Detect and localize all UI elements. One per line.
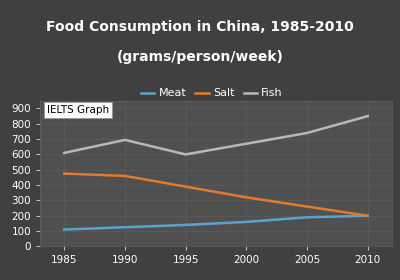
Text: Food Consumption in China, 1985-2010: Food Consumption in China, 1985-2010 bbox=[46, 20, 354, 34]
Text: (grams/person/week): (grams/person/week) bbox=[116, 50, 284, 64]
Legend: Meat, Salt, Fish: Meat, Salt, Fish bbox=[136, 84, 288, 103]
Text: IELTS Graph: IELTS Graph bbox=[47, 105, 109, 115]
